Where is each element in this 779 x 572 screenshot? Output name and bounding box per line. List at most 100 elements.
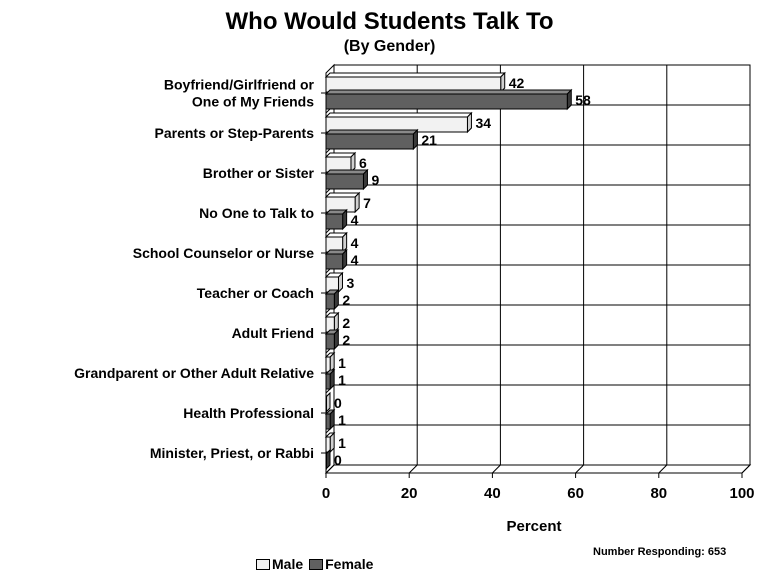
- gridline-floor: [575, 464, 584, 474]
- data-label-male: 6: [359, 155, 367, 171]
- bar-top-face: [324, 112, 473, 118]
- category-label-line: Teacher or Coach: [197, 285, 314, 301]
- data-label-female: 2: [342, 332, 350, 348]
- bar-side-face: [412, 128, 418, 151]
- gridline-floor: [741, 464, 751, 474]
- bar-female: [325, 213, 344, 230]
- bar-top-face: [324, 192, 361, 198]
- legend: Male Female: [256, 556, 379, 572]
- category-label: Teacher or Coach: [197, 285, 314, 301]
- legend-swatch-male: [256, 558, 270, 570]
- bar-female: [325, 133, 414, 150]
- data-label-male: 1: [338, 435, 346, 451]
- bar-side-face: [342, 231, 348, 254]
- x-tick-label: 80: [650, 485, 667, 502]
- category-label-line: Minister, Priest, or Rabbi: [150, 445, 314, 461]
- category-label: Boyfriend/Girlfriend or One of My Friends: [164, 77, 315, 110]
- chart-subtitle: (By Gender): [343, 38, 436, 55]
- category-label: No One to Talk to: [199, 205, 314, 221]
- bar-top-face: [324, 72, 506, 78]
- legend-swatch-female: [309, 558, 324, 570]
- bar-side-face: [466, 111, 472, 134]
- legend-item-male: Male: [256, 556, 303, 572]
- legend-label-female: Female: [325, 556, 374, 572]
- bar-side-face: [342, 248, 348, 271]
- gridline-floor: [408, 464, 418, 474]
- data-label-male: 1: [338, 355, 346, 371]
- category-label-line: No One to Talk to: [199, 205, 314, 221]
- bar-side-face: [329, 431, 335, 454]
- legend-label-male: Male: [272, 556, 304, 572]
- bar-side-face: [362, 168, 368, 191]
- bar-side-face: [333, 311, 339, 334]
- x-tick-label: 0: [322, 485, 330, 502]
- bar-side-face: [329, 368, 335, 391]
- data-label-male: 42: [509, 75, 525, 91]
- data-label-male: 3: [346, 275, 354, 291]
- bar-side-face: [333, 288, 339, 311]
- gridline-floor: [492, 464, 501, 474]
- bar-female: [325, 253, 344, 270]
- data-label-female: 4: [351, 252, 359, 268]
- bar-side-face: [354, 191, 360, 214]
- category-label-line: Brother or Sister: [203, 165, 315, 181]
- data-label-female: 0: [334, 452, 342, 468]
- legend-item-female: Female: [309, 556, 373, 572]
- data-label-female: 58: [575, 92, 591, 108]
- gridline-floor: [658, 464, 668, 474]
- bar-female: [325, 413, 331, 430]
- bar-side-face: [329, 408, 335, 431]
- bar-top-face: [324, 152, 357, 158]
- x-tick-label: 40: [484, 485, 501, 502]
- category-label-line: Adult Friend: [232, 325, 314, 341]
- bar-top-face: [324, 89, 573, 95]
- data-label-female: 2: [342, 292, 350, 308]
- x-tick-label: 100: [729, 485, 754, 502]
- data-label-female: 9: [371, 172, 379, 188]
- category-label-line: One of My Friends: [192, 94, 314, 110]
- chart-title: Who Would Students Talk To: [225, 8, 554, 35]
- data-label-male: 7: [363, 195, 371, 211]
- category-label: Grandparent or Other Adult Relative: [74, 365, 314, 381]
- bar-side-face: [333, 328, 339, 351]
- data-label-female: 21: [421, 132, 437, 148]
- bar-side-face: [566, 88, 572, 111]
- bar-female: [325, 453, 327, 470]
- bar-male: [325, 356, 331, 373]
- data-label-female: 1: [338, 372, 346, 388]
- category-label: Brother or Sister: [203, 165, 315, 181]
- gridline-floor: [325, 464, 335, 474]
- bar-female: [325, 373, 331, 390]
- bar-female: [325, 173, 364, 190]
- category-label-line: Parents or Step-Parents: [155, 125, 315, 141]
- category-label-line: Health Professional: [183, 405, 314, 421]
- bar-female: [325, 293, 335, 310]
- data-label-male: 0: [334, 395, 342, 411]
- plot-floor: [324, 464, 752, 474]
- data-label-male: 4: [351, 235, 359, 251]
- bar-side-face: [337, 271, 343, 294]
- category-label-line: School Counselor or Nurse: [133, 245, 314, 261]
- category-label: School Counselor or Nurse: [133, 245, 314, 261]
- bar-male: [325, 396, 327, 413]
- bar-male: [325, 436, 331, 453]
- category-label: Parents or Step-Parents: [155, 125, 315, 141]
- category-label-line: Grandparent or Other Adult Relative: [74, 365, 314, 381]
- bar-top-face: [324, 129, 419, 135]
- x-tick-label: 20: [401, 485, 418, 502]
- category-label: Minister, Priest, or Rabbi: [150, 445, 314, 461]
- bar-female: [325, 333, 335, 350]
- data-label-female: 4: [351, 212, 359, 228]
- x-tick-label: 60: [567, 485, 584, 502]
- data-label-female: 1: [338, 412, 346, 428]
- bar-side-face: [350, 151, 356, 174]
- bar-side-face: [500, 71, 506, 94]
- number-responding-note: Number Responding: 653: [593, 546, 727, 558]
- category-label: Health Professional: [183, 405, 314, 421]
- bar-top-face: [324, 169, 369, 175]
- category-label-line: Boyfriend/Girlfriend or: [164, 77, 315, 93]
- data-label-male: 2: [342, 315, 350, 331]
- bar-side-face: [329, 351, 335, 374]
- bar-side-face: [342, 208, 348, 231]
